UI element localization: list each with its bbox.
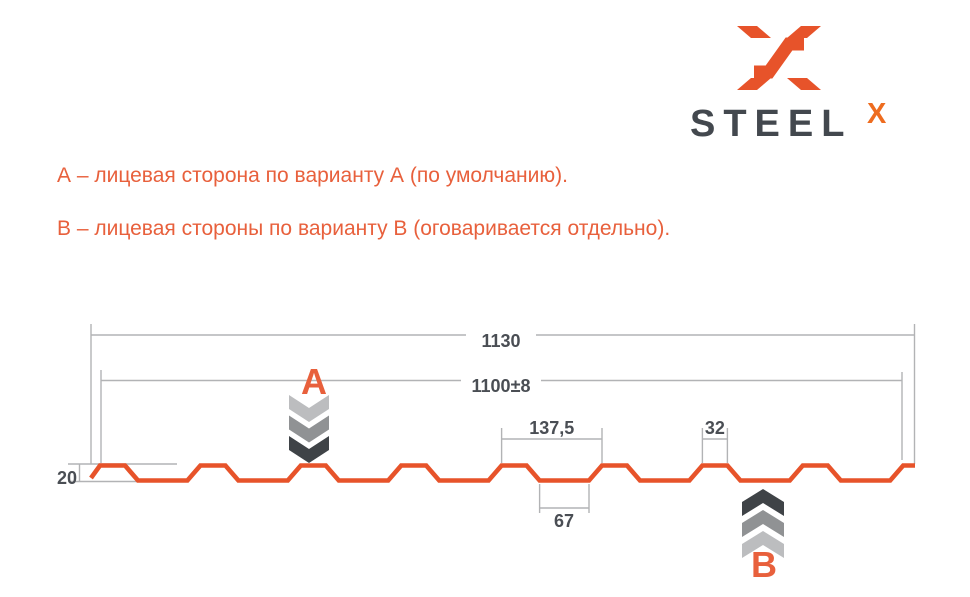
logo-center-stitch — [754, 37, 804, 79]
label-variant-b: B — [751, 544, 777, 585]
label-working-width: 1100±8 — [472, 376, 531, 396]
brand-name: STEEL — [690, 103, 853, 145]
steelx-logo-icon — [737, 26, 821, 90]
note-variant-b: В – лицевая стороны по варианту В (огова… — [57, 217, 671, 240]
logo-arm-top-left — [737, 26, 771, 38]
chevron-down-icon — [289, 395, 329, 463]
label-rib-top-width: 32 — [705, 418, 725, 438]
logo-arm-bottom-left — [737, 78, 771, 90]
label-variant-a: A — [301, 361, 327, 402]
logo-arm-top-right — [787, 26, 821, 38]
label-overall-width: 1130 — [481, 331, 520, 351]
extension-lines — [90, 324, 916, 513]
label-rib-pitch: 137,5 — [529, 418, 574, 438]
label-profile-height: 20 — [57, 468, 77, 488]
note-variant-a: А – лицевая сторона по варианту А (по ум… — [57, 164, 568, 187]
brand-suffix: X — [867, 98, 887, 130]
label-rib-bottom-width: 67 — [554, 511, 574, 531]
chevron-up-icon — [742, 489, 784, 558]
logo-arm-bottom-right — [787, 78, 821, 90]
sheet-profile — [89, 463, 915, 483]
